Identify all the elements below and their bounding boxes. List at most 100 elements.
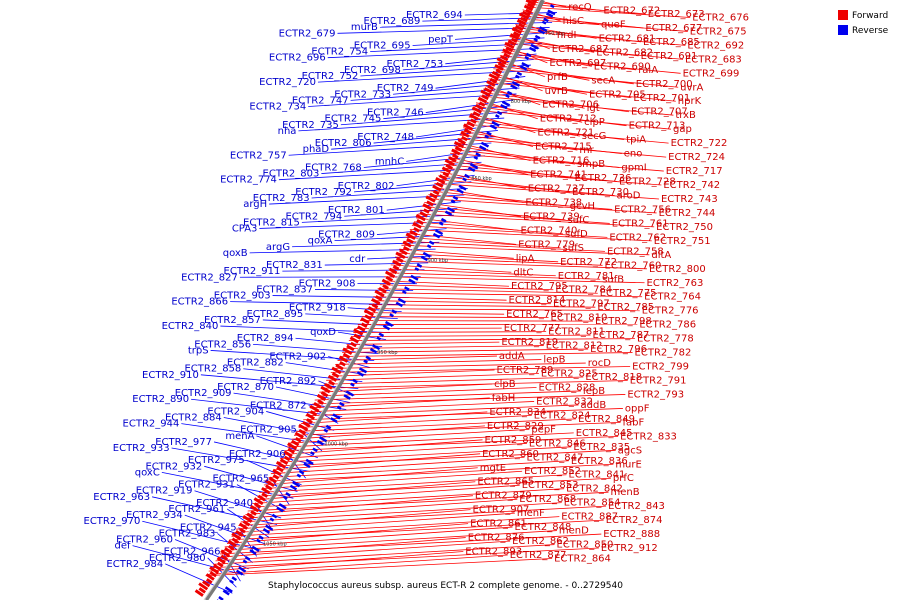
forward-gene-label[interactable]: ECTR2_819 xyxy=(501,337,558,348)
reverse-gene-label[interactable]: qoxB xyxy=(223,248,248,259)
reverse-gene-label[interactable]: ECTR2_919 xyxy=(136,486,193,497)
reverse-gene-label[interactable]: ECTR2_794 xyxy=(285,211,342,222)
reverse-gene-label[interactable]: ECTR2_783 xyxy=(253,193,310,204)
forward-gene-label[interactable]: uvrA xyxy=(680,82,703,93)
reverse-gene-label[interactable]: ECTR2_806 xyxy=(315,138,372,149)
reverse-gene-label[interactable]: ECTR2_837 xyxy=(256,284,313,295)
forward-gene-label[interactable]: ECTR2_776 xyxy=(642,306,699,317)
reverse-gene-label[interactable]: ECTR2_753 xyxy=(386,59,443,70)
forward-gene-label[interactable]: eno xyxy=(624,149,643,160)
forward-gene-label[interactable]: ECTR2_677 xyxy=(645,23,702,34)
forward-gene-label[interactable]: ECTR2_843 xyxy=(608,501,665,512)
reverse-gene-label[interactable]: phaD xyxy=(303,144,330,155)
forward-gene-label[interactable]: ECTR2_854 xyxy=(564,498,621,509)
reverse-gene-label[interactable]: ECTR2_734 xyxy=(249,101,306,112)
reverse-gene-label[interactable]: ECTR2_698 xyxy=(344,65,401,76)
forward-gene-label[interactable]: ECTR2_739 xyxy=(523,211,580,222)
forward-gene-label[interactable]: ECTR2_829 xyxy=(487,421,544,432)
forward-gene-label[interactable]: dltA xyxy=(651,250,671,261)
forward-gene-label[interactable]: ECTR2_811 xyxy=(548,327,605,338)
forward-gene-label[interactable]: ECTR2_743 xyxy=(661,194,718,205)
forward-gene-label[interactable]: ECTR2_736 xyxy=(575,173,632,184)
forward-gene-label[interactable]: ECTR2_717 xyxy=(666,166,723,177)
forward-gene-label[interactable]: gpmI xyxy=(621,163,646,174)
reverse-gene-label[interactable]: qoxA xyxy=(308,236,333,247)
forward-gene-label[interactable]: ECTR2_828 xyxy=(539,382,596,393)
forward-gene-label[interactable]: ECTR2_722 xyxy=(671,138,728,149)
forward-gene-label[interactable]: ECTR2_850 xyxy=(557,540,614,551)
forward-gene-label[interactable]: ECTR2_750 xyxy=(656,222,713,233)
reverse-gene-label[interactable]: ECTR2_747 xyxy=(292,95,349,106)
reverse-gene-label[interactable]: ECTR2_749 xyxy=(377,83,434,94)
forward-gene-label[interactable]: ECTR2_777 xyxy=(504,323,561,334)
reverse-gene-label[interactable]: ECTR2_858 xyxy=(184,364,241,375)
forward-gene-label[interactable]: sufB xyxy=(602,274,624,285)
forward-gene-label[interactable]: ECTR2_744 xyxy=(659,208,716,219)
forward-gene-label[interactable]: ECTR2_848 xyxy=(515,522,572,533)
forward-gene-label[interactable]: ECTR2_728 xyxy=(619,177,676,188)
forward-gene-label[interactable]: ECTR2_740 xyxy=(521,225,578,236)
reverse-gene-label[interactable]: ECTR2_904 xyxy=(207,406,264,417)
reverse-gene-label[interactable]: argH xyxy=(243,199,267,210)
forward-gene-label[interactable]: fabF xyxy=(623,417,645,428)
forward-gene-label[interactable]: ECTR2_849 xyxy=(578,414,635,425)
forward-gene-label[interactable]: ECTR2_868 xyxy=(519,494,576,505)
forward-gene-label[interactable]: sufD xyxy=(565,229,588,240)
forward-gene-label[interactable]: ECTR2_779 xyxy=(518,239,575,250)
forward-gene-label[interactable]: ECTR2_859 xyxy=(485,435,542,446)
reverse-gene-label[interactable]: ECTR2_748 xyxy=(357,132,414,143)
forward-gene-label[interactable]: ECTR2_699 xyxy=(683,68,740,79)
reverse-gene-label[interactable]: ECTR2_792 xyxy=(295,187,352,198)
forward-gene-label[interactable]: ECTR2_841 xyxy=(569,470,626,481)
reverse-gene-label[interactable]: ECTR2_809 xyxy=(318,230,375,241)
forward-gene-label[interactable]: ECTR2_692 xyxy=(687,40,744,51)
forward-gene-label[interactable]: agcS xyxy=(618,445,642,456)
reverse-gene-label[interactable]: ECTR2_870 xyxy=(217,382,274,393)
forward-gene-label[interactable]: secG xyxy=(582,131,607,142)
forward-gene-label[interactable]: menB xyxy=(611,487,640,498)
reverse-gene-label[interactable]: ECTR2_892 xyxy=(260,376,317,387)
forward-gene-label[interactable]: ECTR2_775 xyxy=(600,288,657,299)
forward-gene-label[interactable]: ECTR2_751 xyxy=(654,236,711,247)
forward-gene-label[interactable]: ECTR2_834 xyxy=(489,407,546,418)
forward-gene-label[interactable]: ECTR2_810 xyxy=(551,313,608,324)
forward-gene-label[interactable]: ECTR2_715 xyxy=(535,142,592,153)
forward-gene-label[interactable]: ECTR2_701 xyxy=(633,93,690,104)
forward-gene-label[interactable]: ECTR2_756 xyxy=(614,204,671,215)
reverse-gene-label[interactable]: ECTR2_977 xyxy=(155,437,212,448)
reverse-gene-label[interactable]: ECTR2_694 xyxy=(406,10,463,21)
forward-gene-label[interactable]: uvrB xyxy=(545,86,568,97)
reverse-gene-label[interactable]: ECTR2_909 xyxy=(175,388,232,399)
reverse-gene-label[interactable]: ECTR2_745 xyxy=(325,114,382,125)
forward-gene-label[interactable]: smpB xyxy=(577,159,605,170)
forward-gene-label[interactable]: ECTR2_758 xyxy=(607,246,664,257)
reverse-gene-label[interactable]: qoxC xyxy=(135,467,160,478)
forward-gene-label[interactable]: ECTR2_845 xyxy=(576,428,633,439)
reverse-gene-label[interactable]: ECTR2_757 xyxy=(230,150,287,161)
reverse-gene-label[interactable]: ECTR2_983 xyxy=(159,528,216,539)
forward-gene-label[interactable]: ECTR2_907 xyxy=(473,505,530,516)
reverse-gene-label[interactable]: ECTR2_940 xyxy=(196,498,253,509)
forward-gene-label[interactable]: ECTR2_705 xyxy=(589,89,646,100)
forward-gene-label[interactable]: ECTR2_681 xyxy=(599,33,656,44)
forward-gene-label[interactable]: ECTR2_761 xyxy=(612,218,669,229)
forward-gene-label[interactable]: ECTR2_874 xyxy=(606,515,663,526)
forward-gene-label[interactable]: ECTR2_685 xyxy=(643,37,700,48)
forward-gene-label[interactable]: ECTR2_713 xyxy=(629,121,686,132)
forward-gene-label[interactable]: ECTR2_787 xyxy=(593,330,650,341)
forward-gene-label[interactable]: ECTR2_812 xyxy=(546,341,603,352)
forward-gene-label[interactable]: pepF xyxy=(531,424,556,435)
reverse-gene-label[interactable]: ECTR2_695 xyxy=(354,40,411,51)
forward-gene-label[interactable]: ECTR2_676 xyxy=(692,12,749,23)
reverse-gene-label[interactable]: ECTR2_932 xyxy=(145,461,202,472)
reverse-gene-label[interactable]: ECTR2_934 xyxy=(126,510,183,521)
forward-gene-label[interactable]: ECTR2_876 xyxy=(468,533,525,544)
reverse-gene-label[interactable]: ECTR2_945 xyxy=(180,522,237,533)
forward-gene-label[interactable]: gap xyxy=(673,124,692,135)
forward-gene-label[interactable]: menD xyxy=(559,526,589,537)
forward-gene-label[interactable]: ECTR2_730 xyxy=(572,187,629,198)
forward-gene-label[interactable]: ECTR2_862 xyxy=(512,536,569,547)
forward-gene-label[interactable]: murE xyxy=(615,459,642,470)
reverse-gene-label[interactable]: ECTR2_801 xyxy=(328,205,385,216)
forward-gene-label[interactable]: ECTR2_772 xyxy=(560,257,617,268)
